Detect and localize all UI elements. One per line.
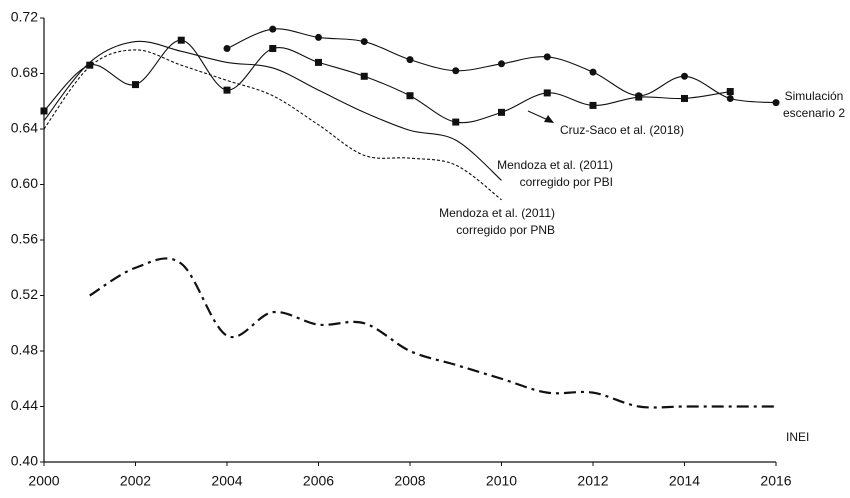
point [269,25,277,33]
point [40,107,48,115]
point [589,68,597,76]
point [223,86,231,94]
point [360,38,368,46]
series-label: Mendoza et al. (2011) corregido por PBI [497,158,613,189]
point [86,61,94,69]
y-tick-label: 0.64 [11,120,38,136]
point [772,99,780,107]
x-tick-label: 2008 [394,473,425,489]
x-tick-label: 2012 [577,473,608,489]
series-label: Simulación escenario 2 [782,89,846,120]
point [223,45,231,53]
x-tick-label: 2004 [211,473,242,489]
point [406,56,414,64]
y-tick-label: 0.52 [11,286,38,302]
series-line [43,39,731,124]
x-tick-label: 2010 [486,473,517,489]
x-tick-label: 2000 [28,473,59,489]
point [498,108,505,116]
point [452,67,460,75]
point [269,45,277,53]
point [452,118,460,126]
y-tick-label: 0.40 [11,453,38,469]
series-label: INEI [786,430,810,444]
point [543,89,551,97]
annotation-arrow [527,110,549,121]
point [406,92,414,100]
series-line [89,257,776,409]
point [315,58,322,66]
series-label: Mendoza et al. (2011) corregido por PNB [439,206,555,237]
point [681,72,688,80]
x-tick-label: 2006 [303,473,334,489]
series-line [43,40,502,181]
point [726,94,734,102]
point [177,36,185,44]
x-tick-label: 2014 [669,473,700,489]
series-label: Cruz-Saco et al. (2018) [560,123,685,137]
y-tick-label: 0.68 [11,64,38,80]
y-tick-label: 0.44 [11,397,38,413]
x-tick-label: 2016 [760,473,791,489]
y-tick-label: 0.72 [11,9,38,25]
point [543,53,551,61]
series-line [43,49,502,201]
point [589,101,597,109]
annotation-arrowhead [544,115,554,123]
point [635,93,643,101]
point [132,81,139,89]
point [681,94,688,102]
point [360,72,368,80]
y-tick-label: 0.56 [11,231,38,247]
point [498,60,505,68]
point [315,33,322,41]
y-tick-label: 0.60 [11,175,38,191]
y-tick-label: 0.48 [11,342,38,358]
x-tick-label: 2002 [120,473,151,489]
point [726,88,734,96]
